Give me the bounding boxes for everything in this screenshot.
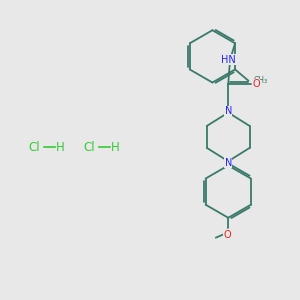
Text: N: N — [224, 106, 232, 116]
Text: Cl: Cl — [28, 140, 40, 154]
Text: O: O — [252, 79, 260, 89]
Text: O: O — [224, 230, 231, 240]
Text: Cl: Cl — [83, 140, 95, 154]
Text: H: H — [56, 140, 64, 154]
Text: HN: HN — [221, 55, 236, 64]
Text: H: H — [111, 140, 120, 154]
Text: CH₃: CH₃ — [254, 76, 268, 85]
Text: N: N — [224, 158, 232, 168]
